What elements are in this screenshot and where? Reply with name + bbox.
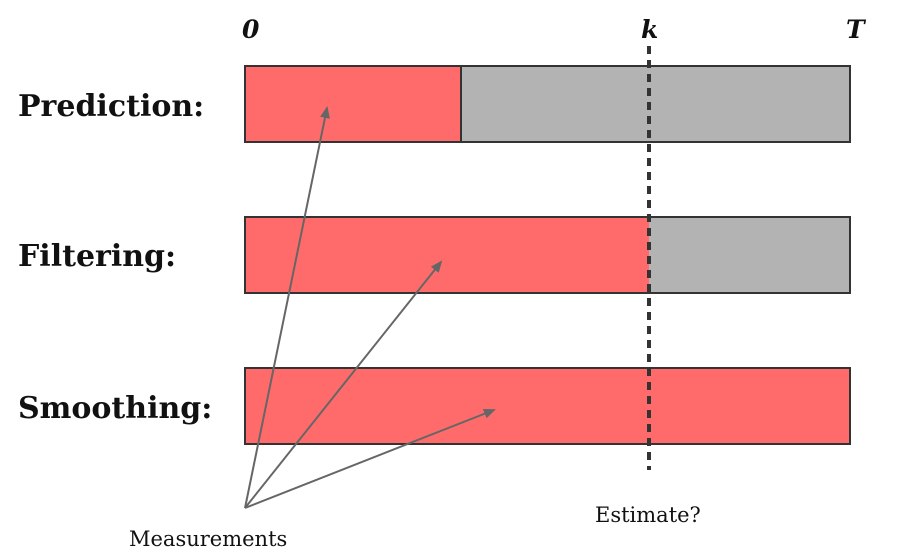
prediction-bar-border <box>244 65 851 143</box>
smoothing-measured-segment <box>245 368 850 444</box>
filtering-unmeasured-segment <box>649 217 850 293</box>
arrow-to-smoothing <box>244 409 496 509</box>
filtering-bar-border <box>244 216 851 294</box>
measurements-label: Measurements <box>129 527 287 551</box>
prediction-row-label: Prediction: <box>18 89 204 124</box>
smoothing-bar <box>244 367 851 445</box>
smoothing-row-label: Smoothing: <box>18 391 212 426</box>
prediction-unmeasured-segment <box>461 66 850 142</box>
filtering-bar <box>244 216 851 294</box>
arrow-to-filtering <box>244 260 443 509</box>
prediction-bar <box>244 65 851 143</box>
measurement-arrows <box>244 106 496 509</box>
filtering-row-label: Filtering: <box>18 239 176 274</box>
smoothing-bar-border <box>244 367 851 445</box>
arrow-to-prediction <box>244 106 330 509</box>
filtering-measured-segment <box>245 217 649 293</box>
estimate-label: Estimate? <box>595 503 701 527</box>
timeline-current-label: k <box>641 15 658 44</box>
prediction-measured-segment <box>245 66 461 142</box>
timeline-start-label: 0 <box>242 15 260 44</box>
timeline-end-label: T <box>846 15 867 44</box>
